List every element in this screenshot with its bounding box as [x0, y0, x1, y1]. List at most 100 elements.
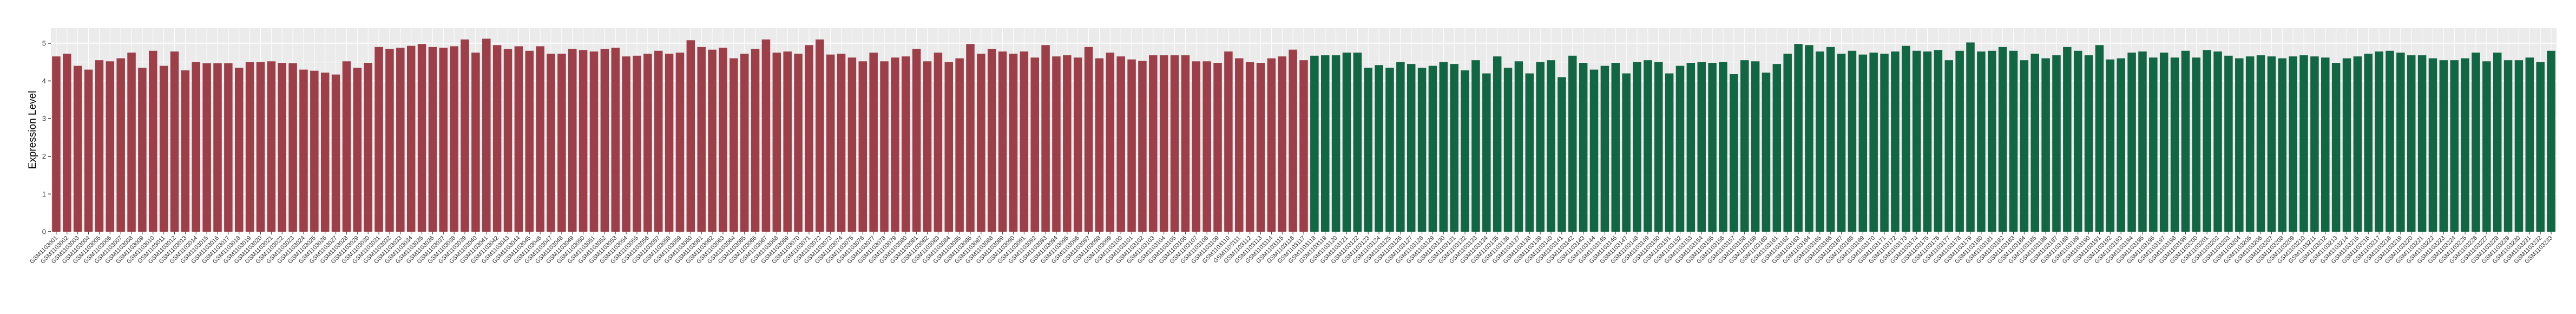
bar — [1450, 64, 1458, 232]
bar — [643, 54, 652, 232]
bar — [686, 40, 695, 232]
bar — [2364, 54, 2373, 232]
bar — [816, 39, 824, 232]
bar — [740, 54, 749, 232]
bar — [1493, 56, 1502, 232]
bar — [2482, 61, 2491, 232]
bar — [2439, 60, 2448, 232]
bar — [2514, 60, 2524, 232]
bar — [2450, 60, 2459, 232]
bar — [557, 54, 566, 232]
bar — [730, 58, 738, 232]
bar — [1611, 63, 1620, 232]
bar — [1923, 51, 1932, 232]
bar — [579, 50, 588, 232]
bar — [1106, 53, 1115, 232]
bar — [2417, 55, 2427, 232]
bar — [536, 46, 544, 232]
bar — [278, 63, 286, 232]
bar — [1665, 73, 1674, 232]
bar — [159, 66, 168, 232]
bar — [2503, 60, 2513, 232]
bar — [1644, 60, 1652, 232]
bar — [1730, 74, 1738, 232]
bar — [847, 57, 857, 232]
bar — [1902, 45, 1910, 232]
bar — [127, 53, 136, 232]
bar — [2203, 50, 2211, 232]
bar — [1052, 56, 1061, 232]
bar — [310, 70, 319, 232]
bar — [2386, 50, 2394, 232]
bar — [1245, 62, 1254, 232]
bar — [213, 63, 222, 232]
bar — [1310, 55, 1319, 232]
bar — [181, 70, 190, 232]
bar — [1536, 62, 1545, 232]
y-tick-label: 5 — [42, 39, 46, 47]
bar — [1439, 62, 1448, 232]
bar — [934, 53, 943, 232]
y-tick-label: 2 — [42, 152, 46, 160]
bar — [1289, 49, 1297, 232]
bar — [1966, 42, 1975, 232]
bar — [1407, 64, 1416, 232]
bar — [2353, 56, 2362, 232]
y-axis: 0 1 2 3 4 5 — [42, 39, 51, 236]
bar — [1192, 61, 1201, 232]
bar — [1170, 55, 1179, 232]
bar — [396, 48, 405, 232]
bar — [987, 49, 996, 232]
bar — [73, 66, 82, 232]
bar — [1816, 51, 1824, 232]
bar — [353, 68, 362, 232]
bar — [1708, 63, 1717, 232]
bar — [1256, 63, 1265, 232]
bar — [1525, 73, 1534, 232]
bar — [2063, 47, 2072, 232]
bar — [654, 50, 663, 232]
bar — [1342, 53, 1351, 232]
bar — [1095, 58, 1104, 232]
bar — [1934, 50, 1943, 232]
bar — [869, 53, 878, 232]
bar — [2020, 60, 2029, 232]
bar — [2106, 59, 2115, 232]
bar — [1891, 51, 1900, 232]
bar — [256, 62, 265, 232]
bar — [2159, 53, 2168, 232]
bar — [923, 61, 932, 232]
bar — [1127, 59, 1136, 232]
bar — [439, 48, 448, 232]
bar — [106, 61, 115, 232]
bar — [450, 46, 458, 232]
bar — [600, 49, 609, 232]
bar — [331, 74, 340, 232]
bar — [2289, 56, 2297, 232]
bar — [1181, 55, 1190, 232]
bar — [880, 61, 889, 232]
bar — [751, 49, 760, 232]
bar — [1030, 57, 1039, 232]
bar — [1794, 44, 1803, 232]
bar — [1149, 55, 1158, 232]
bar — [837, 54, 846, 232]
bar — [955, 58, 964, 232]
bar — [417, 44, 426, 232]
bar — [761, 39, 771, 232]
bar — [1073, 57, 1082, 232]
bar — [95, 60, 104, 232]
bar — [471, 53, 480, 232]
bar — [1912, 50, 1921, 232]
bar — [622, 56, 630, 232]
bar — [708, 49, 717, 232]
bar — [514, 46, 523, 232]
bars — [52, 38, 2555, 232]
bar — [2472, 53, 2480, 232]
bar — [2407, 55, 2416, 232]
bar — [2245, 56, 2255, 232]
bar — [1880, 54, 1889, 232]
bar — [1041, 45, 1050, 232]
x-axis: GSM1103001GSM1103002GSM1103003GSM1103004… — [29, 232, 2554, 265]
bar — [342, 61, 351, 232]
